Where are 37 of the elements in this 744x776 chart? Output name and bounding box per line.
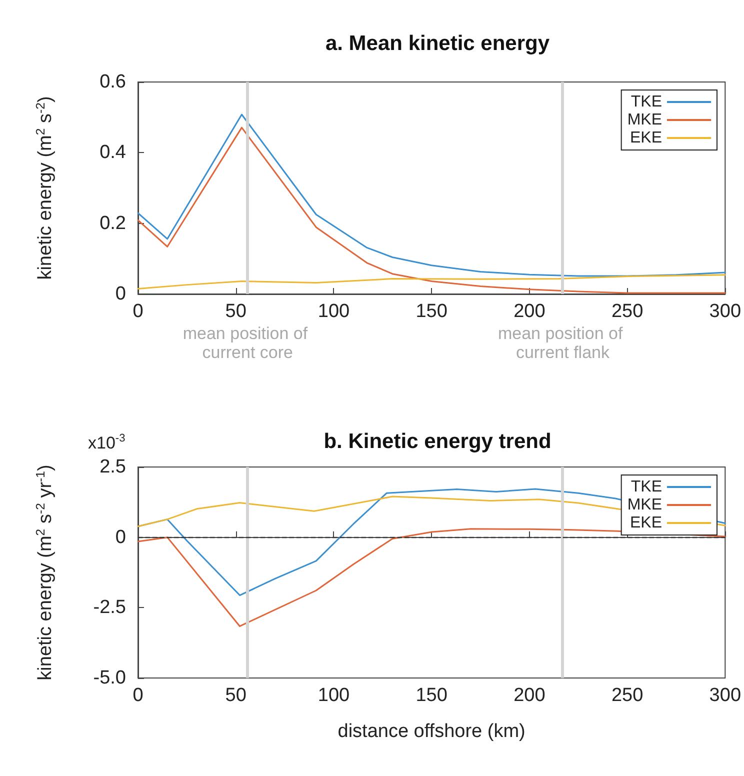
ref-line-label: mean position of current flank [498, 324, 628, 362]
legend-label: TKE [630, 94, 662, 110]
x-tick-label: 300 [709, 301, 741, 322]
ref-line-label: mean position of current core [182, 324, 312, 362]
x-tick-label: 100 [318, 301, 350, 322]
y-tick-label: 0.6 [100, 72, 126, 92]
y-axis-title: kinetic energy (m2 s-2) [34, 96, 56, 280]
legend-label: EKE [630, 130, 662, 146]
x-tick-label: 50 [225, 301, 246, 322]
y-axis-title: kinetic energy (m2 s-2 yr-1) [34, 464, 56, 680]
x-tick-label: 0 [132, 301, 144, 322]
legend-label: MKE [627, 496, 662, 514]
chart-title: b. Kinetic energy trend [324, 430, 552, 453]
x-tick-label: 150 [416, 301, 448, 322]
x-tick-label: 300 [709, 685, 741, 706]
chart-title: a. Mean kinetic energy [325, 32, 550, 55]
x-tick-label: 200 [514, 301, 546, 322]
y-tick-label: 0.2 [100, 212, 126, 234]
y-tick-label: 2.5 [100, 456, 126, 478]
y-tick-label: -5.0 [93, 668, 126, 688]
y-tick-label: 0 [115, 526, 126, 548]
legend-label: EKE [630, 514, 662, 532]
x-axis-title: distance offshore (km) [338, 721, 526, 742]
x-tick-label: 250 [611, 685, 644, 706]
x-tick-label: 200 [514, 685, 546, 706]
x-tick-label: 250 [611, 301, 644, 322]
x-tick-label: 50 [225, 685, 246, 706]
y-tick-label: 0 [115, 284, 126, 304]
x-tick-label: 150 [416, 685, 448, 706]
line-series [137, 274, 726, 290]
legend-label: MKE [627, 112, 662, 128]
y-tick-label: 0.4 [100, 142, 126, 164]
legend-label: TKE [630, 478, 662, 496]
y-tick-label: -2.5 [93, 597, 126, 618]
x-tick-label: 0 [132, 685, 144, 706]
line-series [137, 114, 726, 277]
x-tick-label: 100 [318, 685, 350, 706]
